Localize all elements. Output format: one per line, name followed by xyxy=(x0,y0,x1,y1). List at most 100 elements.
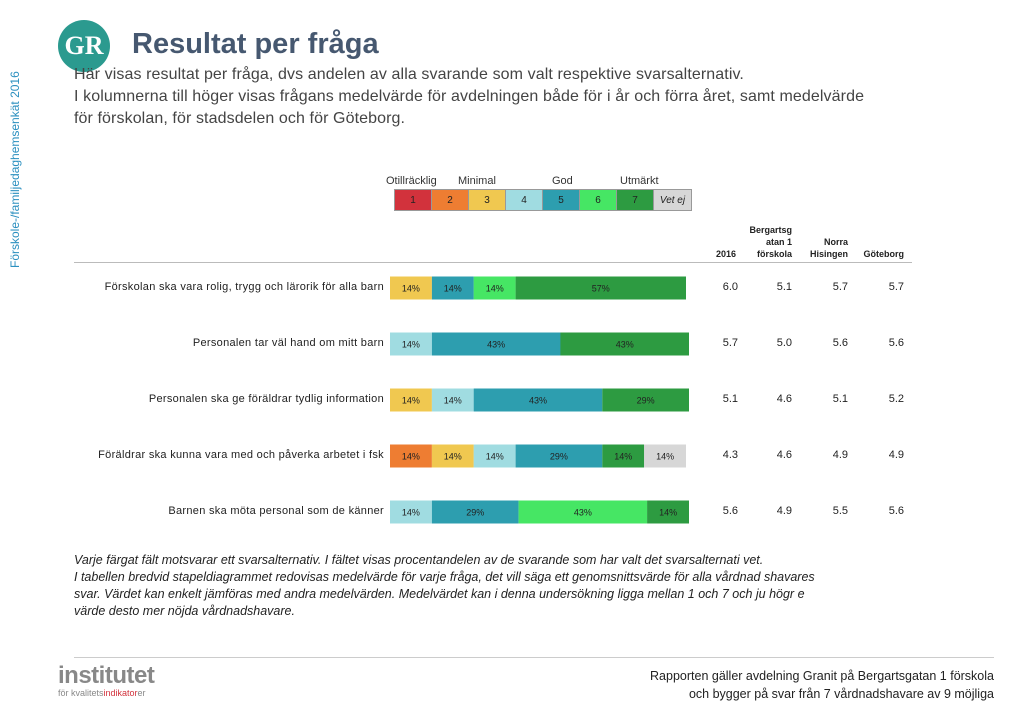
mean-value-2016: 5.7 xyxy=(722,337,738,349)
institute-logo: institutet för kvalitetsindikatorer xyxy=(58,662,155,699)
bar-data-label: 29% xyxy=(550,452,568,462)
scale-box-5: 5 xyxy=(543,190,580,210)
scale-box-7: 7 xyxy=(617,190,654,210)
mean-value-city: 4.9 xyxy=(888,449,904,461)
mean-value-2016: 5.1 xyxy=(722,393,738,405)
stacked-bar-chart: 14% 14% 14% 57% 14% 43% 43% 14% 14% 43% 29% 14% 14% 1… xyxy=(390,276,689,524)
mean-value-city: 5.7 xyxy=(888,281,904,293)
bar-data-label: 14% xyxy=(402,452,420,462)
question-label: Förskolan ska vara rolig, trygg och läro… xyxy=(104,281,384,293)
bar-segment-5 xyxy=(473,388,603,412)
bar-segment-3 xyxy=(390,388,432,412)
mean-value-2016: 4.3 xyxy=(722,449,738,461)
col-head-stadsdel-line: Norra xyxy=(823,237,848,247)
mean-value-city: 5.6 xyxy=(888,337,904,349)
bar-data-label: 14% xyxy=(614,452,632,462)
bar-data-label: 57% xyxy=(592,284,610,294)
question-label: Barnen ska möta personal som de känner xyxy=(168,505,384,517)
bar-data-label: 43% xyxy=(487,340,505,350)
footnote-line: I tabellen bredvid stapeldiagrammet redo… xyxy=(74,570,815,584)
bar-segment-3 xyxy=(390,276,432,300)
mean-value-city: 5.2 xyxy=(888,393,904,405)
intro-line: för förskolan, för stadsdelen och för Gö… xyxy=(74,110,406,127)
scale-label-otillracklig: Otillräcklig xyxy=(386,175,437,187)
mean-value-stadsdel: 5.7 xyxy=(832,281,848,293)
bar-segment-7 xyxy=(647,500,689,524)
bar-data-label: 43% xyxy=(574,508,592,518)
col-head-forskola-line: atan 1 xyxy=(765,237,792,247)
col-head-forskola-line: Bergartsg xyxy=(749,225,792,235)
bar-segment-7 xyxy=(515,276,686,300)
bar-segment-4 xyxy=(390,500,432,524)
bar-segment-3 xyxy=(431,444,474,468)
report-line: Rapporten gäller avdelning Granit på Ber… xyxy=(650,669,994,683)
mean-value-forskola: 4.6 xyxy=(776,449,792,461)
mean-value-forskola: 5.0 xyxy=(776,337,792,349)
report-line: och bygger på svar från 7 vårdnadshavare… xyxy=(688,687,994,701)
intro-line: I kolumnerna till höger visas frågans me… xyxy=(74,88,865,105)
mean-value-forskola: 4.6 xyxy=(776,393,792,405)
bar-data-label: 29% xyxy=(466,508,484,518)
gr-logo: GR xyxy=(58,20,110,72)
bar-segment-5 xyxy=(431,500,519,524)
scale-label-minimal: Minimal xyxy=(458,175,496,187)
bar-data-label: 14% xyxy=(486,284,504,294)
bar-segment-4 xyxy=(473,444,516,468)
institute-name: institutet xyxy=(58,662,155,689)
scale-label-utmarkt: Utmärkt xyxy=(620,175,659,187)
bar-data-label: 14% xyxy=(402,284,420,294)
bar-data-label: 43% xyxy=(616,340,634,350)
col-head-forskola-line: förskola xyxy=(756,249,792,259)
scale-box-2: 2 xyxy=(432,190,469,210)
report-info: Rapporten gäller avdelning Granit på Ber… xyxy=(650,667,994,703)
scale-box-4: 4 xyxy=(506,190,543,210)
bar-data-label: 14% xyxy=(402,508,420,518)
mean-value-stadsdel: 5.5 xyxy=(832,505,848,517)
question-label: Föräldrar ska kunna vara med och påverka… xyxy=(98,449,384,461)
footnote: Varje färgat fält motsvarar ett svarsalt… xyxy=(74,552,974,620)
col-head-stadsdel-line: Hisingen xyxy=(809,249,848,259)
footer-divider xyxy=(74,657,994,658)
bar-data-label: 14% xyxy=(659,508,677,518)
bar-data-label: 14% xyxy=(402,340,420,350)
header-divider xyxy=(74,262,912,263)
bar-data-label: 14% xyxy=(444,284,462,294)
col-head-2016: 2016 xyxy=(715,249,736,259)
scale-box-6: 6 xyxy=(580,190,617,210)
scale-box-8: Vet ej xyxy=(654,190,691,210)
col-head-stadsdel: Norra Hisingen xyxy=(800,236,848,260)
intro-line: Här visas resultat per fråga, dvs andele… xyxy=(74,66,744,83)
question-label: Personalen tar väl hand om mitt barn xyxy=(192,337,384,349)
mean-value-forskola: 5.1 xyxy=(776,281,792,293)
institute-subtitle: för kvalitetsindikatorer xyxy=(58,688,154,699)
bar-segment-vet-ej xyxy=(644,444,686,468)
bar-segment-7 xyxy=(602,444,645,468)
bar-segment-4 xyxy=(390,332,432,356)
col-head-goteborg: Göteborg xyxy=(863,249,905,259)
mean-value-stadsdel: 5.1 xyxy=(832,393,848,405)
intro-text: Här visas resultat per fråga, dvs andele… xyxy=(74,64,984,130)
question-label: Personalen ska ge föräldrar tydlig infor… xyxy=(148,393,384,405)
mean-value-forskola: 4.9 xyxy=(776,505,792,517)
mean-value-stadsdel: 5.6 xyxy=(832,337,848,349)
scale-box-3: 3 xyxy=(469,190,506,210)
bar-segment-2 xyxy=(390,444,432,468)
col-head-forskola: Bergartsg atan 1 förskola xyxy=(740,224,792,260)
scale-box-1: 1 xyxy=(395,190,432,210)
scale-boxes: 1 2 3 4 5 6 7 Vet ej xyxy=(394,189,692,211)
mean-value-stadsdel: 4.9 xyxy=(832,449,848,461)
institute-sub-prefix: för kvalitets xyxy=(58,688,104,698)
footnote-line: Varje färgat fält motsvarar ett svarsalt… xyxy=(74,553,764,567)
bar-data-label: 14% xyxy=(656,452,674,462)
footnote-line: värde desto mer nöjda vårdnadshavare. xyxy=(74,604,295,618)
bar-segment-7 xyxy=(602,388,689,412)
mean-value-2016: 5.6 xyxy=(722,505,738,517)
mean-value-city: 5.6 xyxy=(888,505,904,517)
mean-value-2016: 6.0 xyxy=(722,281,738,293)
bar-segment-6 xyxy=(518,500,648,524)
footnote-line: svar. Värdet kan enkelt jämföras med and… xyxy=(74,587,805,601)
bar-segment-7 xyxy=(560,332,689,356)
bar-data-label: 14% xyxy=(486,452,504,462)
bar-data-label: 29% xyxy=(637,396,655,406)
